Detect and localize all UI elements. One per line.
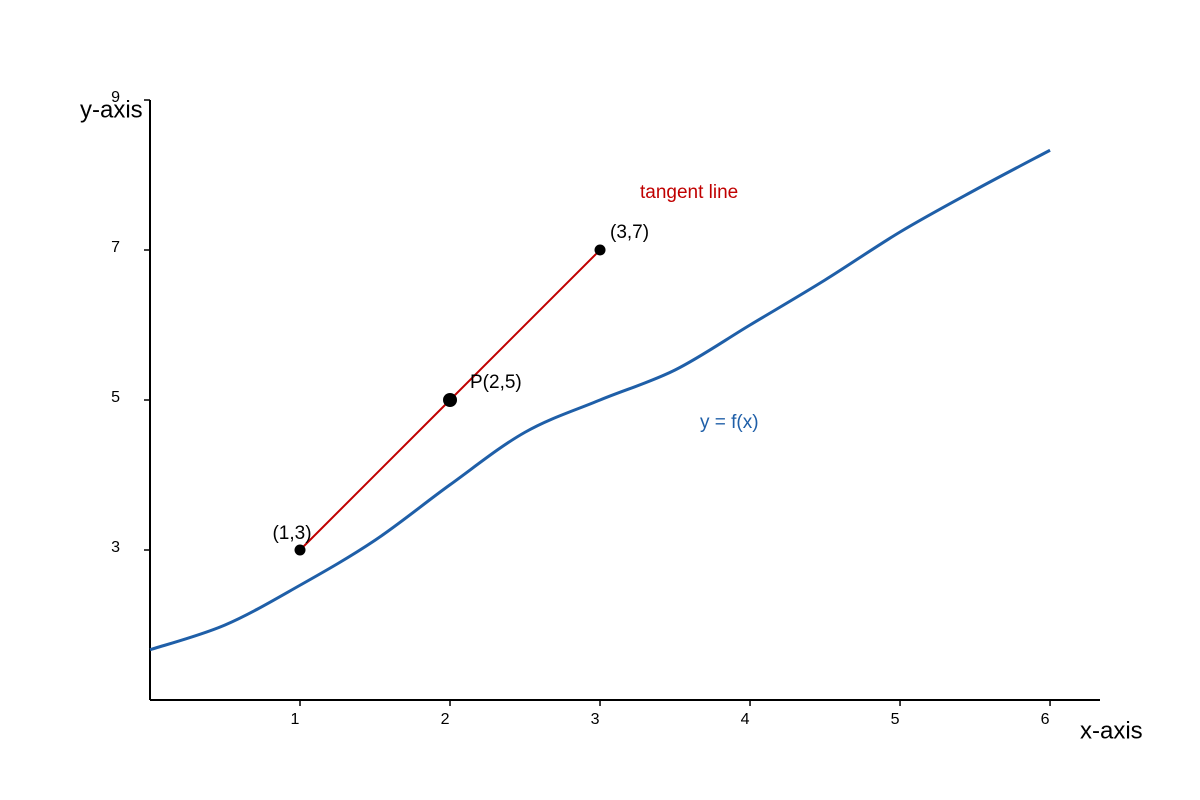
series-label: tangent line (640, 182, 738, 203)
y-axis-label: y-axis (80, 96, 143, 123)
y-tick-label: 9 (111, 89, 120, 106)
series-label: y = f(x) (700, 412, 759, 433)
x-axis-label: x-axis (1080, 717, 1143, 744)
point (594, 244, 606, 256)
x-tick-label: 4 (741, 711, 750, 728)
point (443, 393, 458, 407)
x-tick-label: 5 (891, 711, 900, 728)
x-tick-label: 2 (441, 711, 450, 728)
y-tick-label: 3 (111, 539, 120, 556)
x-tick-label: 3 (591, 711, 600, 728)
series-line (149, 148, 1051, 652)
point-label: (1,3) (272, 523, 311, 544)
x-tick-label: 1 (291, 711, 300, 728)
x-tick-label: 6 (1041, 711, 1050, 728)
point (294, 544, 306, 556)
y-tick-label: 7 (111, 239, 120, 256)
y-tick-label: 5 (111, 389, 120, 406)
point-label: (3,7) (610, 222, 649, 243)
point-label: P(2,5) (470, 372, 522, 393)
